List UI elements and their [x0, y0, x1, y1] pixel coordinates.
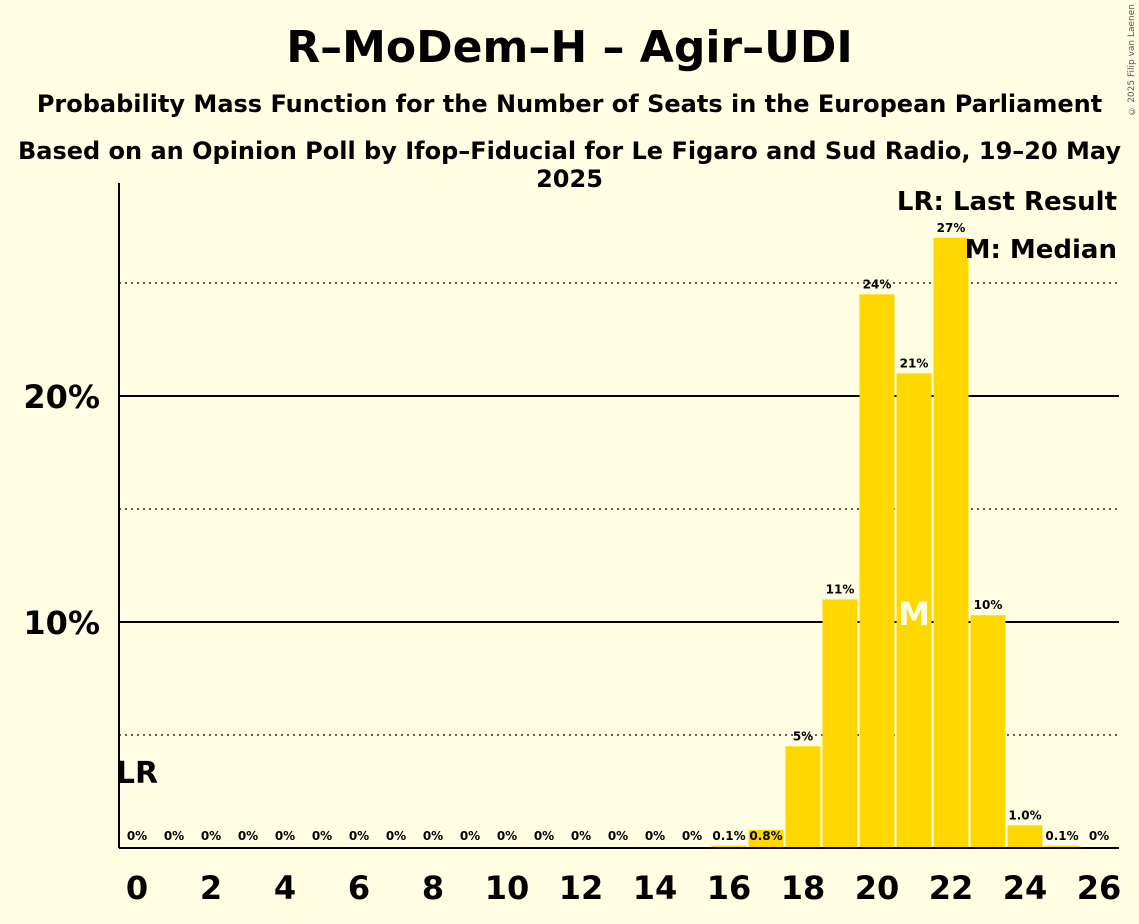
data-label-10: 0%: [497, 829, 517, 843]
data-label-12: 0%: [571, 829, 591, 843]
data-label-7: 0%: [386, 829, 406, 843]
median-marker: M: [898, 595, 930, 633]
x-tick-2: 2: [200, 869, 222, 907]
data-label-17: 0.8%: [749, 829, 782, 843]
x-tick-6: 6: [348, 869, 370, 907]
bar-18: [785, 746, 821, 848]
data-label-4: 0%: [275, 829, 295, 843]
x-tick-8: 8: [422, 869, 444, 907]
data-label-22: 27%: [937, 221, 966, 235]
data-label-21: 21%: [900, 356, 929, 370]
data-labels: 0% 0% 0% 0% 0% 0% 0% 0% 0% 0% 0% 0% 0% 0% 0% 0% 0.1% 0.8%…: [127, 221, 1109, 843]
bar-21: [896, 373, 932, 848]
bar-25: [1044, 845, 1080, 848]
y-axis-ticks: 10% 20%: [23, 378, 100, 642]
data-label-1: 0%: [164, 829, 184, 843]
bar-20: [859, 294, 895, 848]
chart-title: R–MoDem–H – Agir–UDI: [286, 22, 853, 73]
grid-lines: [119, 282, 1119, 736]
data-label-20: 24%: [863, 277, 892, 291]
data-label-16: 0.1%: [712, 829, 745, 843]
data-label-9: 0%: [460, 829, 480, 843]
legend-median: M: Median: [965, 235, 1117, 265]
data-label-24: 1.0%: [1008, 808, 1041, 822]
x-tick-18: 18: [781, 869, 826, 907]
bar-24: [1007, 825, 1043, 848]
x-tick-24: 24: [1003, 869, 1048, 907]
data-label-23: 10%: [974, 598, 1003, 612]
last-result-marker: LR: [116, 756, 158, 791]
x-tick-26: 26: [1077, 869, 1122, 907]
x-tick-0: 0: [126, 869, 148, 907]
bar-16: [711, 845, 747, 848]
data-label-8: 0%: [423, 829, 443, 843]
data-label-5: 0%: [312, 829, 332, 843]
data-label-25: 0.1%: [1045, 829, 1078, 843]
chart-subtitle: Probability Mass Function for the Number…: [36, 90, 1103, 118]
data-label-2: 0%: [201, 829, 221, 843]
x-axis-ticks: 0 2 4 6 8 10 12 14 16 18 20 22 24 26: [126, 869, 1121, 907]
data-label-19: 11%: [826, 582, 855, 596]
x-tick-16: 16: [707, 869, 752, 907]
x-tick-22: 22: [929, 869, 974, 907]
bar-22: [933, 237, 969, 849]
bar-19: [822, 599, 858, 848]
x-tick-12: 12: [559, 869, 604, 907]
data-label-14: 0%: [645, 829, 665, 843]
data-label-15: 0%: [682, 829, 702, 843]
x-tick-20: 20: [855, 869, 900, 907]
y-tick-10: 10%: [23, 604, 100, 642]
x-tick-14: 14: [633, 869, 678, 907]
x-tick-10: 10: [485, 869, 530, 907]
chart-source: Based on an Opinion Poll by Ifop–Fiducia…: [17, 137, 1122, 193]
x-tick-4: 4: [274, 869, 296, 907]
y-tick-20: 20%: [23, 378, 100, 416]
bar-17: [748, 829, 784, 848]
bars: [711, 237, 1080, 849]
bar-23: [970, 615, 1006, 848]
data-label-3: 0%: [238, 829, 258, 843]
data-label-11: 0%: [534, 829, 554, 843]
data-label-0: 0%: [127, 829, 147, 843]
data-label-26: 0%: [1089, 829, 1109, 843]
data-label-6: 0%: [349, 829, 369, 843]
data-label-13: 0%: [608, 829, 628, 843]
data-label-18: 5%: [793, 729, 813, 743]
legend-last-result: LR: Last Result: [897, 187, 1117, 217]
